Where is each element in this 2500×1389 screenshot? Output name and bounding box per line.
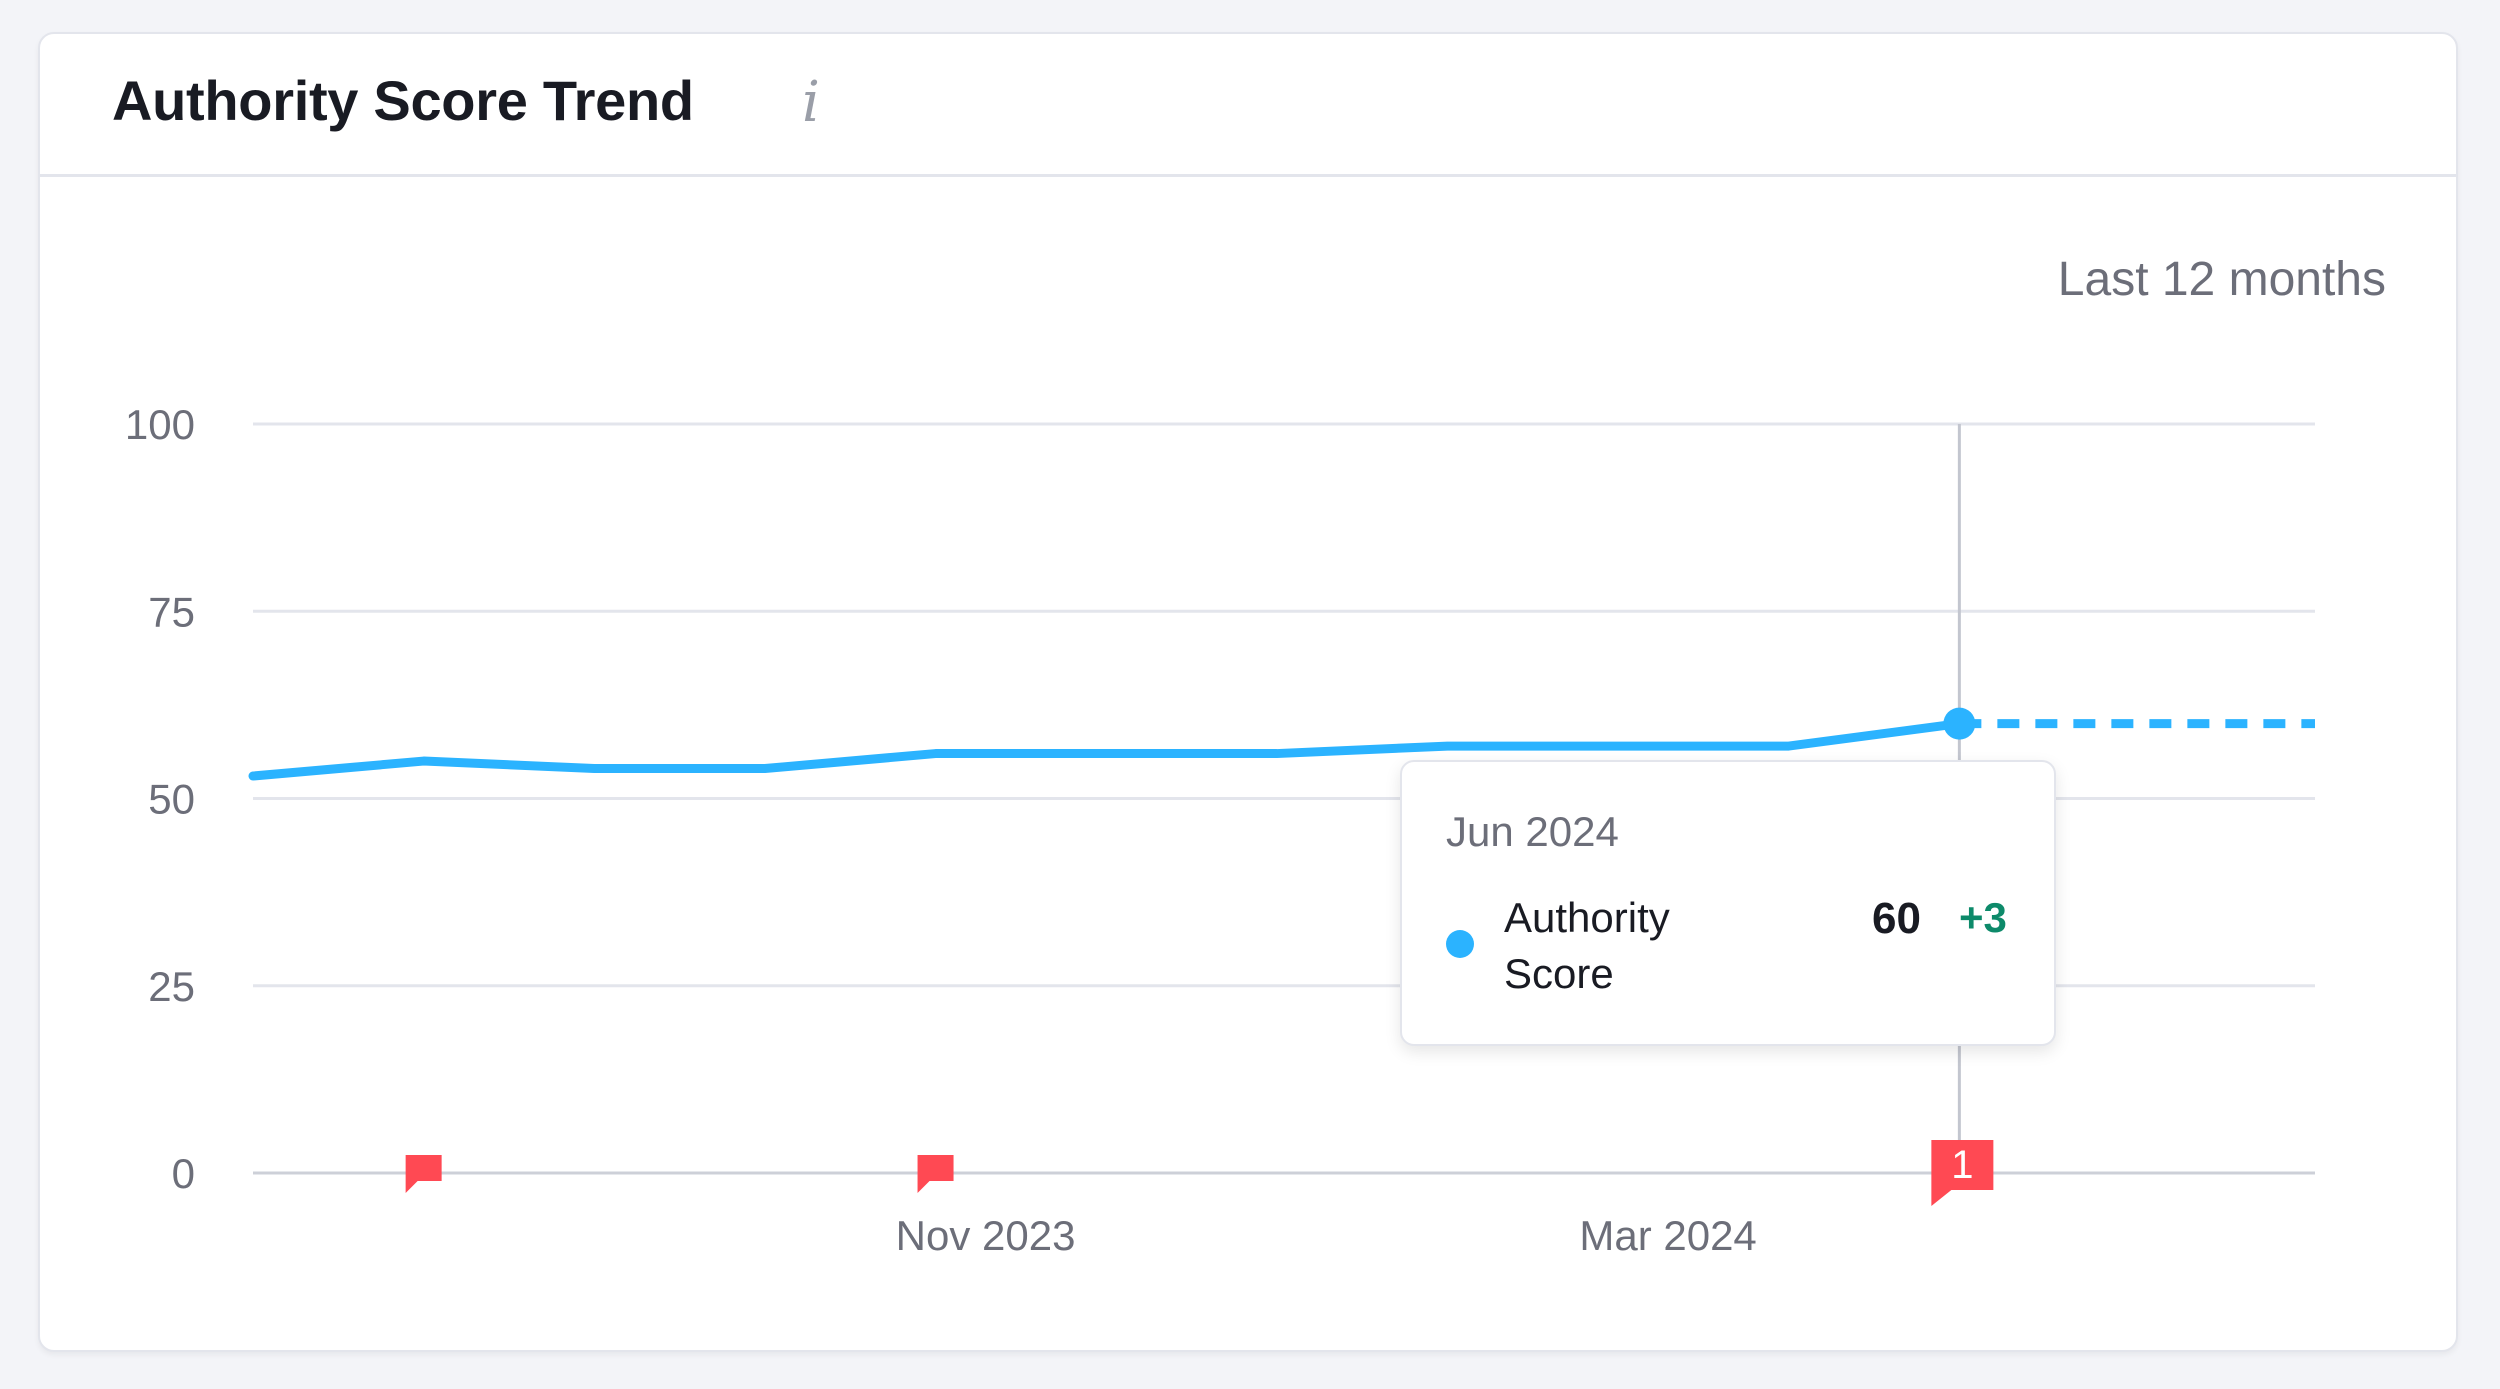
flag-icon — [917, 1155, 954, 1193]
tooltip-date: Jun 2024 — [1446, 808, 1619, 855]
y-axis-ticks: 0 25 50 75 100 — [125, 401, 195, 1197]
highlighted-point — [1943, 707, 1976, 740]
series-layer — [248, 707, 2315, 781]
card-title: Authority Score Trend — [112, 69, 694, 132]
y-tick-label: 50 — [148, 776, 195, 823]
tooltip-value: 60 — [1872, 894, 1921, 943]
x-tick-label: Mar 2024 — [1579, 1212, 1756, 1259]
authority-score-card: Authority Score Trend i Last 12 months — [38, 32, 2458, 1352]
y-tick-label: 25 — [148, 963, 195, 1010]
event-markers: 1 — [405, 1140, 1994, 1206]
y-tick-label: 0 — [172, 1150, 195, 1197]
x-axis-ticks: Nov 2023 Mar 2024 — [896, 1212, 1757, 1259]
y-tick-label: 100 — [125, 401, 195, 448]
chart-tooltip: Jun 2024 Authority Score 60 +3 — [1400, 760, 2056, 1046]
series-dot-icon — [1446, 930, 1474, 958]
period-selector[interactable]: Last 12 months — [2057, 253, 2386, 306]
event-count-label: 1 — [1951, 1143, 1973, 1187]
card-header: Authority Score Trend i — [40, 34, 2456, 177]
series-line — [248, 719, 1964, 781]
tooltip-change: +3 — [1959, 894, 2007, 941]
flag-icon — [405, 1155, 442, 1193]
tooltip-series-label: Authority Score — [1504, 894, 1670, 997]
info-icon[interactable]: i — [802, 70, 820, 135]
flag-icon — [1931, 1140, 1994, 1206]
event-flag-badge: 1 — [1931, 1140, 1994, 1206]
y-tick-label: 75 — [148, 588, 195, 635]
x-tick-label: Nov 2023 — [896, 1212, 1076, 1259]
